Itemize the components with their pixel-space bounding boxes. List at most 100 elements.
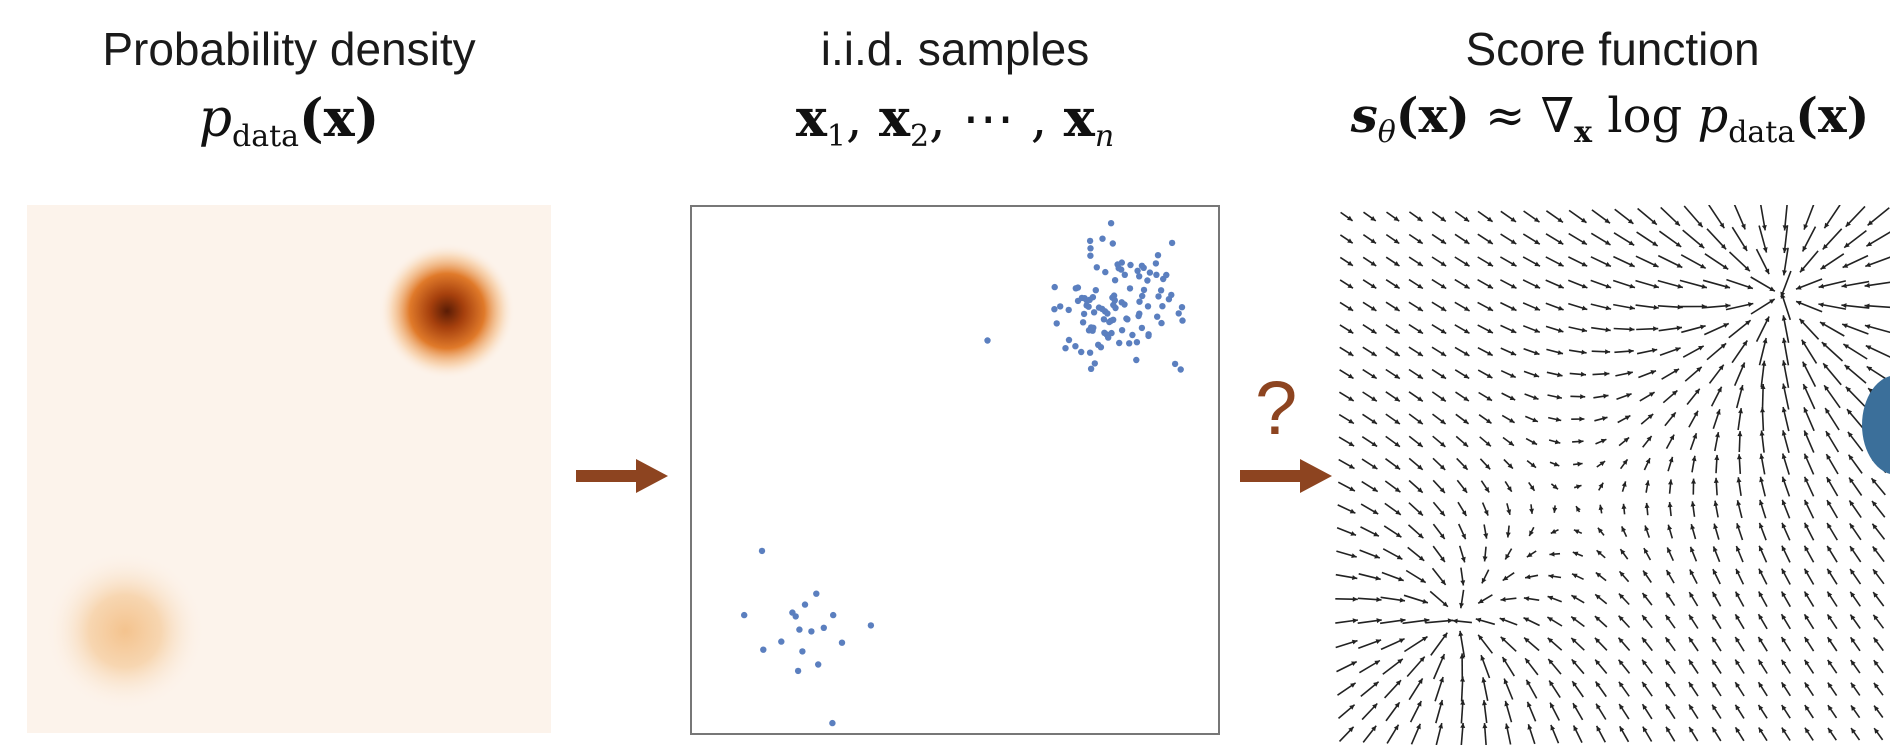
score-arrow-head: [1804, 545, 1810, 552]
score-arrow-head: [1463, 239, 1470, 244]
score-arrow-head: [1395, 680, 1401, 686]
score-arrow-head: [1781, 337, 1787, 344]
score-arrow-head: [1482, 556, 1488, 562]
score-arrow-head: [1642, 659, 1648, 666]
score-arrow-head: [1557, 239, 1564, 245]
score-arrow-head: [1824, 385, 1830, 391]
score-arrow-head: [1826, 454, 1832, 460]
score-arrow-head: [1736, 454, 1742, 460]
sample-point-upper: [1115, 265, 1122, 272]
score-arrow-head: [1396, 554, 1403, 560]
score-arrow-head: [1691, 478, 1696, 484]
score-arrow-head: [1758, 591, 1764, 598]
sample-point-upper: [1116, 339, 1123, 347]
score-arrow-head: [1666, 726, 1671, 733]
score-arrow-head: [1735, 637, 1741, 643]
score-arrow-head: [1440, 238, 1446, 244]
score-arrow-head: [1554, 439, 1561, 445]
score-arrow-head: [1822, 244, 1828, 250]
sample-point-upper: [1062, 345, 1069, 352]
score-arrow-head: [1620, 549, 1626, 555]
score-arrow-head: [1510, 261, 1517, 267]
score-arrow-head: [1529, 508, 1534, 514]
score-arrow-head: [1393, 724, 1399, 731]
score-arrow-head: [1439, 533, 1445, 539]
score-arrow-head: [1417, 396, 1423, 402]
score-arrow-head: [1595, 572, 1602, 578]
score-arrow-head: [1624, 415, 1631, 421]
score-arrow-head: [1483, 533, 1489, 539]
score-arrow-head: [1847, 431, 1853, 438]
score-arrow-head: [1850, 614, 1856, 621]
score-arrow-head: [1628, 348, 1634, 354]
score-arrow-head: [1820, 264, 1827, 270]
score-arrow-head: [1347, 260, 1353, 266]
score-arrow-head: [1712, 569, 1718, 575]
score-arrow-head: [1481, 577, 1487, 584]
sample-point-upper: [1154, 313, 1161, 320]
score-arrow-head: [1394, 396, 1400, 402]
score-arrow-head: [1347, 351, 1354, 356]
score-arrow-head: [1803, 407, 1809, 413]
sample-point-upper: [1133, 339, 1141, 346]
sample-point-upper: [1099, 235, 1106, 242]
score-arrow-head: [1486, 373, 1493, 378]
score-arrow-head: [1573, 725, 1579, 732]
score-arrow-head: [1417, 306, 1423, 311]
score-arrow-head: [1827, 545, 1832, 552]
score-arrow-head: [1619, 704, 1624, 710]
sample-point-upper: [1152, 260, 1160, 267]
score-arrow-head: [1642, 726, 1648, 733]
score-arrow-head: [1827, 659, 1833, 666]
score-arrow-head: [1348, 726, 1354, 733]
density-heatmap: [27, 205, 551, 733]
score-arrow-head: [1622, 459, 1628, 465]
score-arrow-head: [1376, 618, 1382, 624]
score-formula: sθ(x) ≈ ∇x log pdata(x): [1315, 88, 1890, 150]
score-arrow-head: [1577, 461, 1583, 467]
score-arrow-head: [1439, 510, 1445, 516]
score-p-arg: (x): [1795, 88, 1870, 144]
score-arrow-head: [1463, 418, 1469, 424]
score-arrow-head: [1758, 682, 1764, 688]
score-arrow-head: [1848, 454, 1854, 461]
score-arrow-head: [1804, 522, 1810, 529]
score-arrow-head: [1742, 245, 1748, 251]
score-arrow-head: [1603, 393, 1609, 399]
score-arrow-head: [1581, 239, 1587, 245]
score-arrow-head: [1769, 286, 1775, 292]
score-arrow-head: [1558, 283, 1564, 289]
score-arrow-head: [1673, 368, 1679, 374]
sample-point-upper: [1086, 296, 1093, 303]
score-arrow-head: [1598, 482, 1604, 489]
score-arrow-head: [1781, 315, 1787, 321]
score-arrow-head: [1736, 546, 1741, 552]
score-arrow-head: [1718, 364, 1724, 371]
score-arrow-head: [1526, 679, 1531, 686]
score-arrow-head: [1475, 617, 1482, 623]
score-arrow-head: [1572, 551, 1579, 557]
score-arrow-head: [1667, 502, 1673, 508]
score-arrow-head: [1719, 222, 1725, 229]
score-arrow-head: [1666, 570, 1672, 576]
score-arrow-head: [1459, 653, 1465, 659]
score-arrow-head: [1781, 360, 1787, 366]
samples-scatter: [690, 205, 1220, 735]
score-arrow-head: [1596, 725, 1602, 732]
score-arrow-head: [1525, 658, 1531, 664]
score-arrow-head: [1442, 632, 1448, 639]
score-arrow-head: [1762, 247, 1768, 253]
score-arrow-head: [1348, 373, 1354, 379]
score-arrow-head: [1352, 575, 1358, 580]
sample-point-upper: [1175, 310, 1182, 317]
score-arrow-head: [1801, 339, 1807, 346]
score-arrow-head: [1667, 547, 1672, 553]
score-arrow-head: [1874, 705, 1879, 712]
score-arrow-head: [1526, 552, 1533, 558]
sample-point-lower: [830, 611, 837, 619]
score-arrow-head: [1872, 523, 1878, 530]
score-arrow-head: [1417, 464, 1423, 470]
sample-point-upper: [1108, 329, 1115, 337]
score-arrow-head: [1698, 242, 1705, 249]
score-arrow-head: [1825, 408, 1830, 414]
